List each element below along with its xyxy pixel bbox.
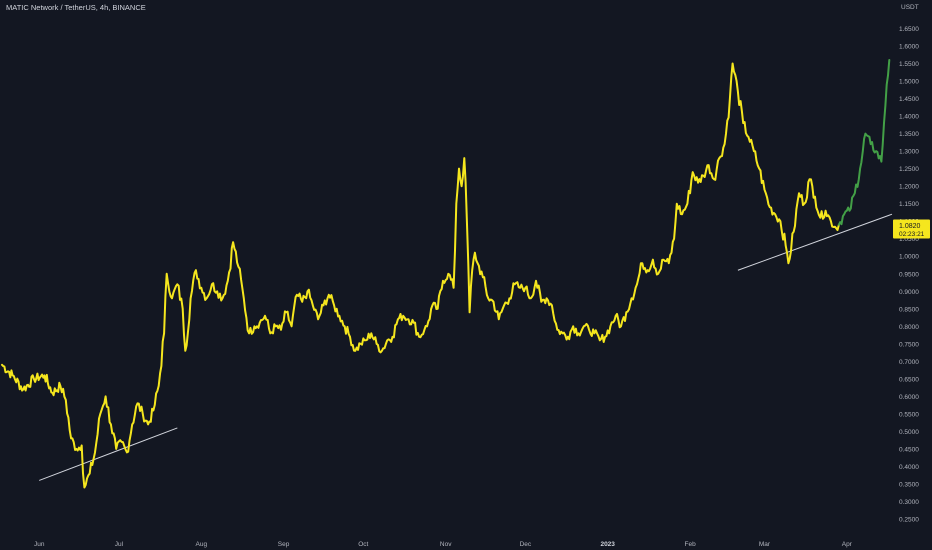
price-tick-label: 1.3000	[899, 149, 919, 156]
price-tick-label: 0.5000	[899, 429, 919, 436]
price-tick-label: 0.4500	[899, 446, 919, 453]
price-tick-label: 1.6000	[899, 44, 919, 51]
price-tick-label: 0.6500	[899, 376, 919, 383]
price-tick-label: 1.0500	[899, 236, 919, 243]
series-layer	[1, 59, 891, 489]
price-tick-label: 0.6000	[899, 394, 919, 401]
time-tick-label: Aug	[196, 541, 208, 548]
time-tick-label: Feb	[684, 541, 696, 548]
price-tick-label: 1.0000	[899, 254, 919, 261]
price-axis-unit: USDT	[901, 4, 919, 11]
chart-title: MATIC Network / TetherUS, 4h, BINANCE	[6, 3, 146, 12]
price-tick-label: 1.1500	[899, 201, 919, 208]
price-tick-label: 1.5000	[899, 79, 919, 86]
price-tick-label: 1.5500	[899, 61, 919, 68]
price-tick-label: 1.2500	[899, 166, 919, 173]
price-tick-label: 0.2500	[899, 517, 919, 524]
time-tick-label: Jul	[115, 541, 124, 548]
trendline-layer	[39, 213, 893, 481]
price-tick-label: 1.4000	[899, 114, 919, 121]
price-tick-label: 1.3500	[899, 131, 919, 138]
price-tick-label: 1.4500	[899, 96, 919, 103]
price-tick-label: 0.7500	[899, 341, 919, 348]
price-tick-label: 0.7000	[899, 359, 919, 366]
price-series-line-1	[1, 62, 840, 489]
price-tick-label: 0.8500	[899, 306, 919, 313]
price-tick-label: 0.9500	[899, 271, 919, 278]
candle-countdown: 02:23:21	[899, 231, 925, 238]
price-tick-label: 0.4000	[899, 464, 919, 471]
price-tick-label: 0.3000	[899, 499, 919, 506]
price-axis[interactable]: 1.6500 1.6000 1.5500 1.5000 1.4500 1.4000 1.35…	[899, 26, 919, 524]
time-tick-label: Apr	[842, 541, 853, 548]
price-tick-label: 0.9000	[899, 289, 919, 296]
time-tick-label: Oct	[358, 541, 368, 548]
price-tick-label: 0.8000	[899, 324, 919, 331]
time-tick-label: Nov	[440, 541, 452, 548]
time-tick-label: Mar	[759, 541, 771, 548]
price-series-line-2	[837, 59, 891, 226]
time-tick-label: 2023	[600, 541, 615, 548]
price-tick-label: 0.3500	[899, 482, 919, 489]
time-axis[interactable]: Jun Jul Aug Sep Oct Nov Dec 2023 Feb Mar Apr	[34, 541, 853, 548]
last-price-tag-background	[893, 219, 930, 239]
trendline-2[interactable]	[737, 213, 893, 271]
time-tick-label: Sep	[278, 541, 290, 548]
last-price-tag: 1.0820 02:23:21	[893, 219, 930, 239]
price-tick-label: 1.6500	[899, 26, 919, 33]
price-tick-label: 1.2000	[899, 184, 919, 191]
price-tick-label: 0.5500	[899, 411, 919, 418]
time-tick-label: Jun	[34, 541, 45, 548]
time-tick-label: Dec	[520, 541, 532, 548]
trendline-1[interactable]	[39, 427, 178, 481]
last-price-value: 1.0820	[899, 223, 921, 230]
